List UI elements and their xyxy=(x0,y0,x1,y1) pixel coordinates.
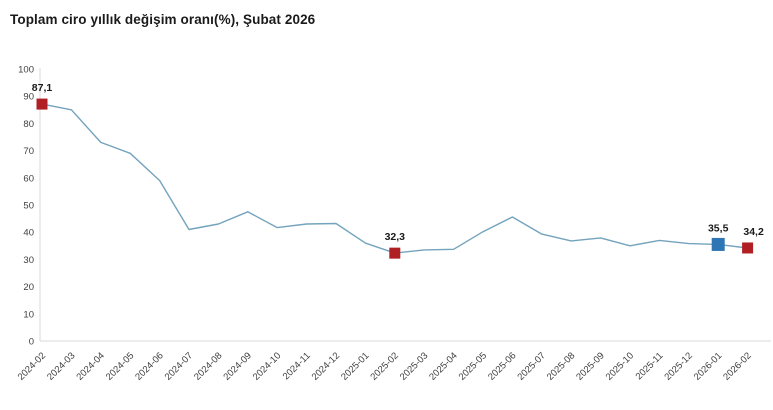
x-tick-label: 2025-07 xyxy=(515,350,547,382)
x-tick-label: 2024-07 xyxy=(163,350,195,382)
x-tick-label: 2024-03 xyxy=(45,350,77,382)
x-tick-label: 2024-08 xyxy=(192,350,224,382)
x-tick-label: 2025-06 xyxy=(486,350,518,382)
data-point-marker xyxy=(711,237,725,251)
y-tick-label: 90 xyxy=(23,92,34,103)
x-tick-label: 2025-08 xyxy=(545,350,577,382)
x-tick-label: 2024-05 xyxy=(104,350,136,382)
x-tick-label: 2024-04 xyxy=(74,350,106,382)
x-tick-label: 2024-12 xyxy=(310,350,342,382)
y-tick-label: 20 xyxy=(23,282,34,293)
data-point-marker xyxy=(742,242,754,254)
data-point-label: 32,3 xyxy=(385,231,406,243)
y-tick-label: 10 xyxy=(23,309,34,320)
y-tick-label: 40 xyxy=(23,228,34,239)
x-tick-label: 2025-09 xyxy=(574,350,606,382)
x-tick-label: 2025-03 xyxy=(398,350,430,382)
x-tick-label: 2024-06 xyxy=(133,350,165,382)
y-tick-label: 70 xyxy=(23,146,34,157)
x-tick-label: 2024-11 xyxy=(281,350,313,382)
data-point-marker xyxy=(36,98,48,110)
y-tick-label: 80 xyxy=(23,119,34,130)
x-tick-label: 2025-10 xyxy=(604,350,636,382)
y-tick-label: 0 xyxy=(29,337,34,348)
data-point-label: 35,5 xyxy=(708,222,729,234)
x-tick-label: 2025-04 xyxy=(427,350,459,382)
data-point-marker xyxy=(389,247,401,259)
chart-title: Toplam ciro yıllık değişim oranı(%), Şub… xyxy=(10,12,316,27)
x-tick-label: 2026-01 xyxy=(692,350,724,382)
y-tick-label: 30 xyxy=(23,255,34,266)
y-tick-label: 60 xyxy=(23,173,34,184)
data-point-label: 87,1 xyxy=(32,82,53,94)
y-tick-label: 100 xyxy=(18,65,34,76)
x-tick-label: 2025-12 xyxy=(662,350,694,382)
y-tick-label: 50 xyxy=(23,201,34,212)
x-tick-label: 2025-05 xyxy=(457,350,489,382)
x-tick-label: 2026-02 xyxy=(721,350,753,382)
x-tick-label: 2024-02 xyxy=(16,350,48,382)
x-tick-label: 2025-02 xyxy=(368,350,400,382)
x-tick-label: 2024-09 xyxy=(221,350,253,382)
data-point-label: 34,2 xyxy=(743,226,764,238)
x-tick-label: 2025-01 xyxy=(339,350,371,382)
x-tick-label: 2024-10 xyxy=(251,350,283,382)
x-tick-label: 2025-11 xyxy=(634,350,666,382)
